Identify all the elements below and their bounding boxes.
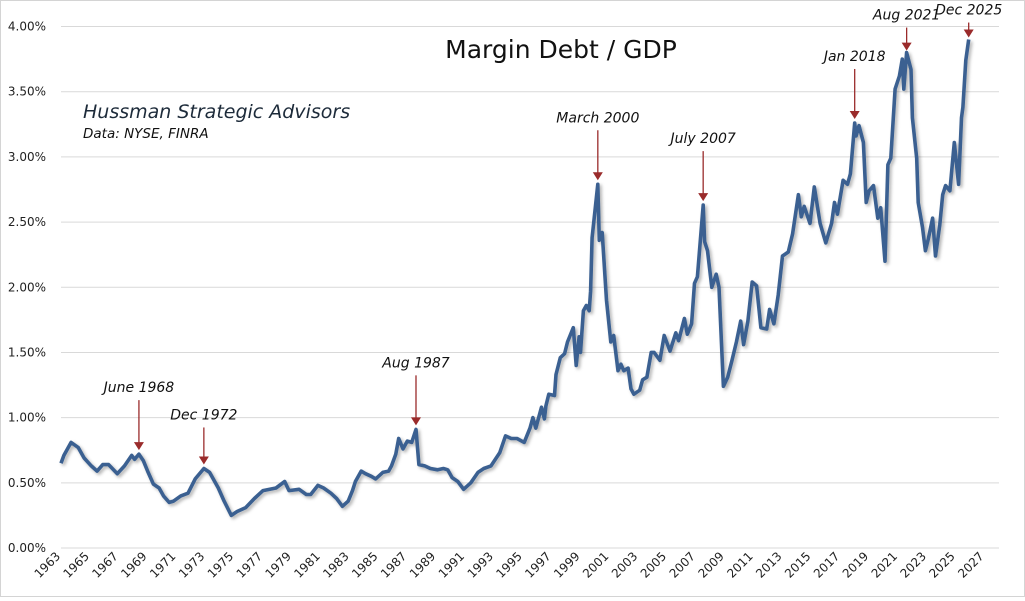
x-tick-label: 2021 [869, 549, 900, 580]
annotation-arrowhead-icon [901, 42, 912, 51]
y-tick-label: 1.50% [8, 345, 46, 359]
x-tick-label: 2017 [811, 549, 842, 580]
y-tick-label: 4.00% [8, 20, 46, 34]
x-tick-label: 2007 [667, 549, 698, 580]
y-tick-label: 0.50% [8, 476, 46, 490]
annotation: Dec 1972 [170, 407, 238, 465]
annotation: Jan 2018 [821, 49, 886, 119]
x-tick-label: 1989 [407, 549, 438, 580]
x-tick-label: 2001 [580, 549, 611, 580]
y-tick-label: 2.00% [8, 280, 46, 294]
x-tick-label: 1967 [89, 549, 120, 580]
x-tick-label: 2025 [926, 549, 957, 580]
x-tick-label: 1983 [320, 549, 351, 580]
x-tick-label: 1991 [436, 549, 467, 580]
x-tick-label: 2015 [782, 549, 813, 580]
annotation-label: July 2007 [668, 131, 736, 147]
annotation-arrowhead-icon [592, 172, 603, 181]
x-tick-label: 1971 [147, 549, 178, 580]
annotation: Aug 2021 [872, 8, 940, 51]
annotation-arrowhead-icon [198, 456, 209, 465]
annotation-label: Jan 2018 [821, 49, 886, 65]
x-tick-label: 2019 [840, 549, 871, 580]
annotation-arrowhead-icon [410, 417, 421, 426]
y-axis-ticks: 0.00% 0.50% 1.00% 1.50% 2.00% 2.50% 3.00% 3.50%… [8, 20, 46, 556]
x-tick-label: 2005 [638, 549, 669, 580]
x-tick-label: 1969 [118, 549, 149, 580]
y-tick-label: 3.00% [8, 150, 46, 164]
annotation: Dec 2025 [935, 3, 1002, 38]
y-tick-label: 3.50% [8, 85, 46, 99]
annotation: Aug 1987 [381, 355, 450, 426]
annotation-label: Aug 1987 [381, 355, 450, 371]
annotation-arrowhead-icon [963, 29, 974, 38]
x-tick-label: 1975 [205, 549, 236, 580]
x-tick-label: 1973 [176, 549, 207, 580]
x-tick-label: 1999 [551, 549, 582, 580]
annotation-label: Dec 2025 [935, 3, 1002, 19]
x-tick-label: 1993 [465, 549, 496, 580]
data-source: Data: NYSE, FINRA [83, 126, 209, 142]
series-line [59, 39, 971, 518]
annotation: July 2007 [668, 131, 736, 202]
x-tick-label: 2009 [695, 549, 726, 580]
x-tick-label: 2023 [897, 549, 928, 580]
x-tick-label: 2013 [753, 549, 784, 580]
annotation: June 1968 [101, 380, 175, 451]
x-tick-label: 2011 [724, 549, 755, 580]
annotation: March 2000 [556, 110, 639, 181]
chart-title: Margin Debt / GDP [445, 35, 677, 64]
annotation-arrowhead-icon [698, 193, 709, 202]
x-axis-ticks: 1963196519671969197119731975197719791981… [32, 549, 987, 580]
source-firm: Hussman Strategic Advisors [83, 101, 350, 123]
x-tick-label: 2003 [609, 549, 640, 580]
x-tick-label: 1965 [60, 549, 91, 580]
annotations: June 1968 Dec 1972 Aug 1987 March 2000 July … [101, 3, 1002, 465]
x-tick-label: 1985 [349, 549, 380, 580]
x-tick-label: 1979 [263, 549, 294, 580]
annotation-label: March 2000 [556, 110, 639, 126]
y-tick-label: 1.00% [8, 411, 46, 425]
annotation-label: June 1968 [101, 380, 175, 396]
annotation-label: Dec 1972 [170, 407, 237, 423]
x-tick-label: 2027 [955, 549, 986, 580]
x-tick-label: 1995 [493, 549, 524, 580]
annotation-label: Aug 2021 [872, 8, 940, 24]
x-tick-label: 1987 [378, 549, 409, 580]
x-tick-label: 1977 [234, 549, 265, 580]
annotation-arrowhead-icon [133, 442, 144, 451]
x-tick-label: 1997 [522, 549, 553, 580]
y-tick-label: 2.50% [8, 215, 46, 229]
y-tick-label: 0.00% [8, 541, 46, 555]
annotation-arrowhead-icon [849, 110, 860, 119]
x-tick-label: 1981 [291, 549, 322, 580]
